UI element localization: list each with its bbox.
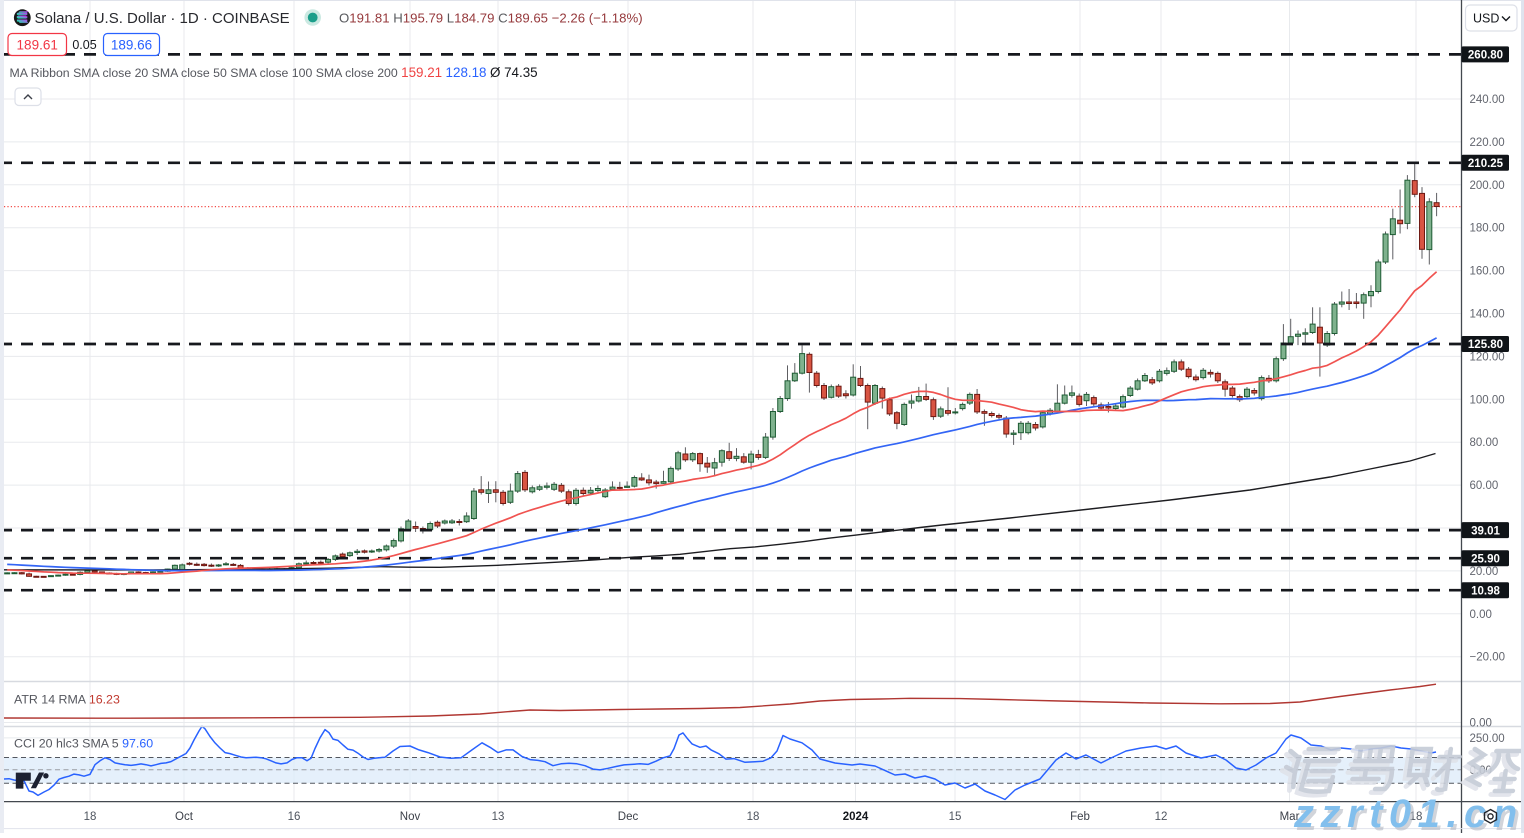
svg-text:180.00: 180.00 <box>1470 223 1505 235</box>
svg-text:ATR 14 RMA 16.23: ATR 14 RMA 16.23 <box>14 693 120 707</box>
svg-text:−20.00: −20.00 <box>1470 652 1506 664</box>
svg-text:160.00: 160.00 <box>1470 266 1505 278</box>
svg-text:120.00: 120.00 <box>1470 351 1505 363</box>
svg-text:200.00: 200.00 <box>1470 180 1505 192</box>
svg-text:260.80: 260.80 <box>1468 50 1503 62</box>
svg-text:Feb: Feb <box>1070 811 1090 823</box>
svg-text:189.66: 189.66 <box>111 38 152 53</box>
svg-text:80.00: 80.00 <box>1470 437 1499 449</box>
svg-text:MA Ribbon SMA close 20 SMA clo: MA Ribbon SMA close 20 SMA close 50 SMA … <box>10 65 538 80</box>
svg-text:100.00: 100.00 <box>1470 394 1505 406</box>
svg-text:125.80: 125.80 <box>1468 339 1503 351</box>
svg-text:Oct: Oct <box>175 811 194 823</box>
svg-text:Dec: Dec <box>618 811 639 823</box>
svg-text:10.98: 10.98 <box>1471 585 1500 597</box>
svg-text:210.25: 210.25 <box>1468 158 1504 170</box>
svg-text:0.05: 0.05 <box>72 38 96 52</box>
svg-text:240.00: 240.00 <box>1470 94 1505 106</box>
svg-text:15: 15 <box>949 811 962 823</box>
svg-text:Mar: Mar <box>1280 811 1300 823</box>
svg-text:39.01: 39.01 <box>1471 525 1500 537</box>
svg-text:zzrt01.cn: zzrt01.cn <box>1293 792 1524 833</box>
svg-text:CCI 20 hlc3 SMA 5 97.60: CCI 20 hlc3 SMA 5 97.60 <box>14 737 153 751</box>
svg-text:220.00: 220.00 <box>1470 137 1505 149</box>
svg-text:189.61: 189.61 <box>17 38 58 53</box>
svg-text:0.00: 0.00 <box>1470 609 1492 621</box>
svg-text:60.00: 60.00 <box>1470 480 1499 492</box>
svg-text:0.00: 0.00 <box>1470 718 1492 730</box>
svg-text:Solana / U.S. Dollar · 1D · CO: Solana / U.S. Dollar · 1D · COINBASE <box>35 10 290 27</box>
svg-text:20.00: 20.00 <box>1470 566 1499 578</box>
svg-text:2024: 2024 <box>843 811 869 823</box>
svg-text:O191.81 H195.79 L184.79 C189.6: O191.81 H195.79 L184.79 C189.65 −2.26 (−… <box>339 11 643 26</box>
svg-text:140.00: 140.00 <box>1470 309 1505 321</box>
svg-text:25.90: 25.90 <box>1471 553 1500 565</box>
svg-text:12: 12 <box>1155 811 1168 823</box>
svg-text:USD: USD <box>1473 12 1499 26</box>
svg-text:Nov: Nov <box>400 811 421 823</box>
svg-text:18: 18 <box>84 811 97 823</box>
svg-text:18: 18 <box>747 811 760 823</box>
svg-text:18: 18 <box>1410 811 1423 823</box>
svg-text:13: 13 <box>492 811 505 823</box>
svg-text:250.00: 250.00 <box>1470 733 1505 745</box>
svg-text:16: 16 <box>288 811 301 823</box>
svg-text:zzrt01.cn: zzrt01.cn <box>1296 795 1524 833</box>
